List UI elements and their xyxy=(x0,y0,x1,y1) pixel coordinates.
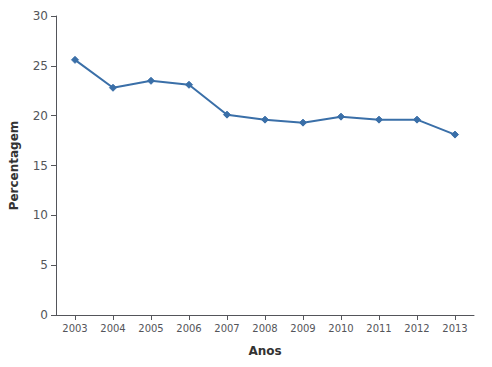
svg-text:20: 20 xyxy=(33,109,48,123)
svg-text:10: 10 xyxy=(33,208,48,222)
svg-text:2003: 2003 xyxy=(62,323,87,334)
svg-text:2011: 2011 xyxy=(366,323,391,334)
svg-text:2006: 2006 xyxy=(176,323,201,334)
svg-text:2005: 2005 xyxy=(138,323,163,334)
svg-text:Percentagem: Percentagem xyxy=(7,121,21,211)
svg-text:15: 15 xyxy=(33,159,48,173)
svg-text:2009: 2009 xyxy=(290,323,315,334)
svg-text:2013: 2013 xyxy=(442,323,467,334)
svg-text:30: 30 xyxy=(33,9,48,23)
svg-text:Anos: Anos xyxy=(248,344,281,358)
svg-text:2012: 2012 xyxy=(404,323,429,334)
svg-text:2004: 2004 xyxy=(100,323,125,334)
svg-text:5: 5 xyxy=(40,258,48,272)
svg-text:2010: 2010 xyxy=(328,323,353,334)
svg-text:2008: 2008 xyxy=(252,323,277,334)
svg-text:25: 25 xyxy=(33,59,48,73)
svg-text:2007: 2007 xyxy=(214,323,239,334)
svg-text:0: 0 xyxy=(40,308,48,322)
